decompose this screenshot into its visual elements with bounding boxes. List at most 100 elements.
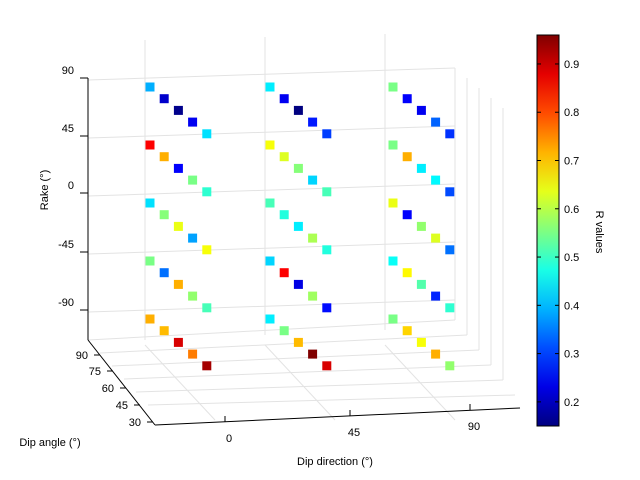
data-point <box>173 105 183 115</box>
z-tick-label: 0 <box>68 180 74 192</box>
data-point <box>265 82 275 92</box>
x-tick-label: 0 <box>226 433 232 445</box>
colorbar-title: R values <box>593 211 605 254</box>
data-point <box>322 303 332 313</box>
y-tick-label: 60 <box>102 383 114 395</box>
data-point <box>416 221 426 231</box>
data-point <box>159 152 169 162</box>
z-tick-label: 90 <box>62 65 74 77</box>
data-point <box>293 163 303 173</box>
data-point <box>322 187 332 197</box>
data-point <box>173 337 183 347</box>
data-point <box>145 256 155 266</box>
colorbar-tick-label: 0.9 <box>564 59 579 71</box>
data-point <box>402 210 412 220</box>
colorbar-tick-label: 0.7 <box>564 156 579 168</box>
data-point <box>202 361 212 371</box>
data-point <box>279 94 289 104</box>
data-point <box>388 82 398 92</box>
data-point <box>159 94 169 104</box>
data-point <box>431 349 441 359</box>
data-point <box>445 129 455 139</box>
colorbar-tick-label: 0.2 <box>564 397 579 409</box>
data-point <box>416 279 426 289</box>
data-point <box>388 140 398 150</box>
data-point <box>188 117 198 127</box>
data-point <box>308 117 318 127</box>
data-point <box>308 291 318 301</box>
data-point <box>308 349 318 359</box>
colorbar-tick-label: 0.8 <box>564 107 579 119</box>
data-point <box>188 175 198 185</box>
data-point <box>188 349 198 359</box>
z-tick-label: -45 <box>58 239 74 251</box>
data-point <box>279 210 289 220</box>
data-point <box>388 314 398 324</box>
colorbar-tick-label: 0.3 <box>564 349 579 361</box>
data-point <box>402 268 412 278</box>
data-point <box>293 279 303 289</box>
x-tick-label: 90 <box>468 421 480 433</box>
data-point <box>265 140 275 150</box>
data-point <box>279 268 289 278</box>
data-point <box>416 337 426 347</box>
data-point <box>188 233 198 243</box>
colorbar-tick-label: 0.5 <box>564 252 579 264</box>
data-point <box>173 163 183 173</box>
data-point <box>308 175 318 185</box>
x-axis-title: Dip direction (°) <box>297 456 373 468</box>
data-point <box>445 303 455 313</box>
data-point <box>445 245 455 255</box>
data-point <box>188 291 198 301</box>
data-point <box>431 233 441 243</box>
data-point <box>431 117 441 127</box>
y-axis-title: Dip angle (°) <box>19 437 80 449</box>
data-markers <box>145 82 455 371</box>
data-point <box>402 152 412 162</box>
data-point <box>402 326 412 336</box>
z-axis-title: Rake (°) <box>39 170 51 210</box>
data-point <box>388 198 398 208</box>
data-point <box>173 279 183 289</box>
data-point <box>265 198 275 208</box>
data-point <box>293 105 303 115</box>
data-point <box>279 152 289 162</box>
data-point <box>173 221 183 231</box>
y-tick-label: 75 <box>89 366 101 378</box>
data-point <box>322 361 332 371</box>
colorbar <box>536 34 560 427</box>
data-point <box>202 245 212 255</box>
data-point <box>445 361 455 371</box>
colorbar-ticks: 0.9 0.8 0.7 0.6 0.5 0.4 0.3 0.2 <box>537 59 579 409</box>
data-point <box>145 198 155 208</box>
y-tick-label: 90 <box>76 350 88 362</box>
z-tick-label: -90 <box>58 297 74 309</box>
data-point <box>202 187 212 197</box>
data-point <box>202 129 212 139</box>
data-point <box>431 175 441 185</box>
colorbar-tick-label: 0.4 <box>564 300 579 312</box>
data-point <box>159 210 169 220</box>
data-point <box>293 221 303 231</box>
axes <box>80 77 521 426</box>
data-point <box>431 291 441 301</box>
data-point <box>279 326 289 336</box>
data-point <box>388 256 398 266</box>
y-tick-label: 30 <box>129 417 141 429</box>
data-point <box>445 187 455 197</box>
data-point <box>159 326 169 336</box>
data-point <box>265 314 275 324</box>
data-point <box>416 163 426 173</box>
data-point <box>308 233 318 243</box>
data-point <box>402 94 412 104</box>
data-point <box>145 140 155 150</box>
data-point <box>293 337 303 347</box>
grid-lines <box>87 34 516 421</box>
colorbar-tick-label: 0.6 <box>564 204 579 216</box>
data-point <box>322 129 332 139</box>
y-tick-label: 45 <box>116 400 128 412</box>
data-point <box>145 82 155 92</box>
data-point <box>202 303 212 313</box>
